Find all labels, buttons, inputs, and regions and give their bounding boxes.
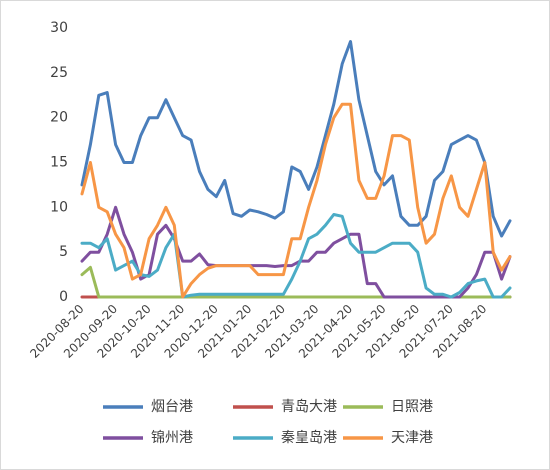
series-line — [80, 205, 512, 299]
legend-label: 锦州港 — [151, 429, 193, 446]
legend-label: 青岛大港 — [281, 399, 337, 415]
y-tick-label: 25 — [50, 65, 68, 81]
legend-label: 天津港 — [391, 430, 433, 446]
y-tick-label: 10 — [50, 199, 68, 215]
y-tick-label: 5 — [59, 244, 68, 260]
legend-label: 秦皇岛港 — [281, 430, 337, 446]
series-line — [80, 102, 512, 299]
series-line — [80, 213, 512, 299]
y-tick-label: 20 — [50, 110, 68, 126]
y-tick-label: 15 — [50, 155, 68, 171]
y-tick-label: 30 — [50, 20, 68, 36]
legend-label: 烟台港 — [151, 399, 193, 415]
y-tick-label: 0 — [59, 289, 68, 305]
series-line — [80, 40, 512, 238]
legend-label: 日照港 — [391, 399, 433, 415]
